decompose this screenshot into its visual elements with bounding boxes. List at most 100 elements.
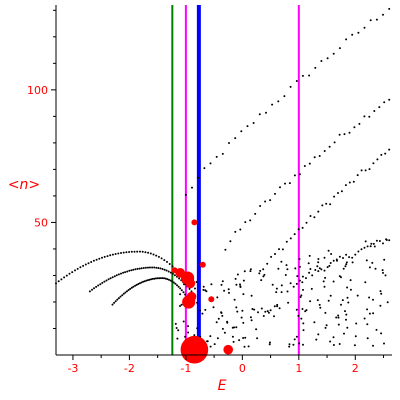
- data-point: [97, 284, 100, 287]
- data-point: [251, 308, 254, 310]
- data-point: [63, 276, 66, 279]
- data-point: [372, 162, 375, 165]
- data-point: [244, 221, 247, 224]
- data-point: [348, 256, 351, 259]
- data-point: [242, 321, 245, 324]
- data-point: [95, 258, 98, 261]
- data-point: [320, 268, 323, 271]
- data-point: [130, 269, 133, 272]
- data-point: [236, 273, 239, 276]
- red-circle: [185, 278, 196, 289]
- data-point: [335, 316, 338, 319]
- data-point: [351, 256, 354, 259]
- data-point: [164, 277, 167, 280]
- data-point: [318, 303, 321, 306]
- data-point: [169, 279, 172, 282]
- data-point: [138, 267, 141, 270]
- data-point: [171, 265, 174, 268]
- data-point: [113, 275, 116, 278]
- data-point: [341, 299, 344, 302]
- data-point: [298, 173, 301, 176]
- data-point: [220, 311, 223, 314]
- data-point: [346, 286, 349, 289]
- data-point: [223, 331, 226, 334]
- data-point: [301, 74, 304, 77]
- data-point: [364, 240, 367, 243]
- data-point: [375, 239, 378, 242]
- data-point: [326, 266, 329, 269]
- data-point: [159, 277, 162, 280]
- data-point: [317, 333, 320, 336]
- data-point: [368, 312, 371, 315]
- data-point: [332, 259, 335, 262]
- data-point: [382, 13, 384, 16]
- data-point: [271, 103, 274, 106]
- data-point: [221, 280, 224, 283]
- data-point: [111, 303, 114, 306]
- data-point: [316, 265, 319, 268]
- data-point: [172, 281, 175, 284]
- data-point: [140, 267, 143, 270]
- data-point: [88, 290, 91, 293]
- data-point: [358, 122, 361, 125]
- data-point: [307, 262, 310, 265]
- data-point: [204, 308, 207, 311]
- data-point: [177, 285, 180, 288]
- data-point: [167, 278, 170, 281]
- data-point: [120, 252, 122, 254]
- data-point: [120, 272, 122, 275]
- data-point: [356, 294, 359, 297]
- data-point: [337, 323, 340, 326]
- data-point: [153, 277, 156, 280]
- data-point: [197, 176, 200, 179]
- data-point: [157, 267, 160, 269]
- data-point: [215, 321, 218, 324]
- data-point: [322, 280, 325, 283]
- data-point: [187, 325, 189, 328]
- data-point: [352, 180, 355, 183]
- data-point: [215, 155, 218, 158]
- data-point: [227, 288, 230, 291]
- data-point: [213, 343, 216, 346]
- data-point: [101, 281, 104, 284]
- data-point: [300, 317, 303, 320]
- data-point: [212, 306, 215, 309]
- data-point: [315, 338, 318, 341]
- y-tick-label: 50: [34, 216, 48, 229]
- data-point: [221, 152, 224, 155]
- data-point: [258, 113, 261, 116]
- data-point: [317, 210, 320, 213]
- data-point: [231, 335, 234, 338]
- data-point: [388, 239, 391, 242]
- data-point: [139, 250, 141, 253]
- data-point: [160, 257, 163, 260]
- data-point: [308, 74, 311, 77]
- data-point: [241, 309, 244, 312]
- data-point: [121, 294, 124, 297]
- data-point: [127, 289, 130, 291]
- data-point: [124, 291, 127, 294]
- data-point: [372, 312, 375, 315]
- data-point: [171, 280, 174, 283]
- data-point: [345, 253, 348, 256]
- data-point: [302, 329, 305, 332]
- data-point: [277, 267, 280, 270]
- data-point: [166, 260, 168, 263]
- data-point: [180, 303, 183, 306]
- data-point: [103, 255, 106, 258]
- red-circle: [223, 344, 233, 355]
- data-point: [133, 250, 136, 253]
- data-point: [285, 264, 288, 267]
- data-point: [301, 275, 304, 278]
- data-point: [326, 57, 329, 60]
- data-point: [249, 268, 252, 271]
- data-point: [155, 254, 158, 257]
- data-point: [323, 285, 326, 288]
- data-point: [79, 266, 82, 269]
- data-point: [165, 269, 168, 272]
- data-point: [176, 284, 178, 287]
- data-point: [125, 251, 128, 254]
- x-tick-label: 1: [295, 362, 302, 375]
- data-point: [129, 287, 132, 290]
- data-point: [379, 304, 382, 307]
